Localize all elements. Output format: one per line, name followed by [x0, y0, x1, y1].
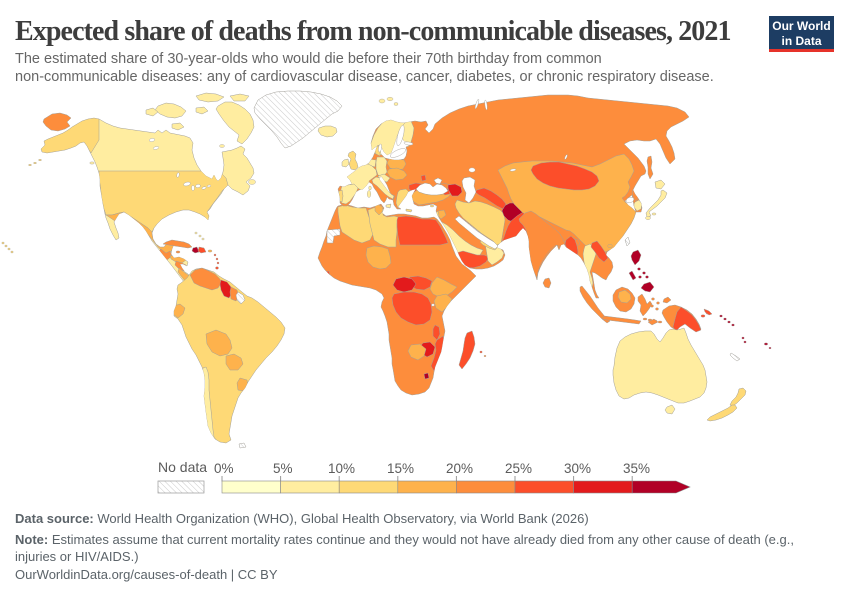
svg-text:30%: 30%	[564, 461, 591, 476]
svg-text:15%: 15%	[387, 461, 414, 476]
svg-text:25%: 25%	[505, 461, 532, 476]
svg-text:10%: 10%	[328, 461, 355, 476]
svg-text:0%: 0%	[214, 461, 234, 476]
svg-text:35%: 35%	[623, 461, 650, 476]
svg-text:20%: 20%	[446, 461, 473, 476]
svg-text:5%: 5%	[273, 461, 293, 476]
